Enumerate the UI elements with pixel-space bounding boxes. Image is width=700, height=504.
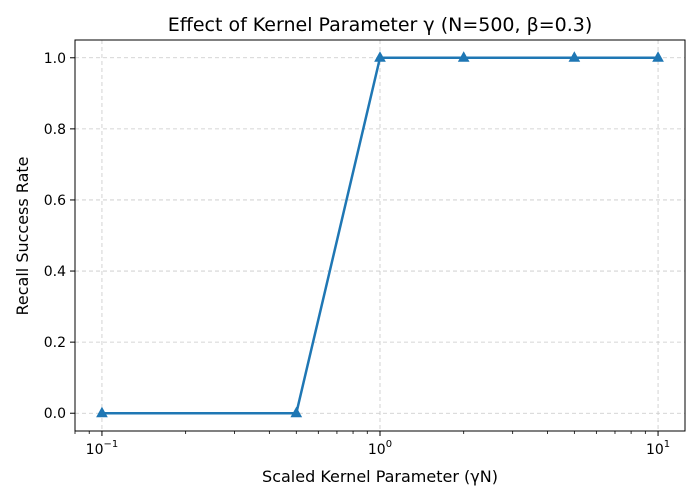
data-point-marker (374, 51, 386, 62)
x-tick-label: 101 (646, 439, 670, 458)
data-point-marker (457, 51, 470, 62)
axes: 10−1 100 101 0.0 0.2 0.4 0.6 0.8 1.0 (44, 39, 686, 458)
grid-lines (75, 40, 685, 431)
data-point-marker (568, 51, 581, 62)
data-point-marker (290, 406, 303, 418)
x-tick-label: 10−1 (86, 439, 119, 458)
data-point-marker (652, 51, 664, 62)
y-axis-label: Recall Success Rate (13, 157, 32, 316)
chart-title: Effect of Kernel Parameter γ (N=500, β=0… (168, 14, 593, 36)
y-tick-label: 1.0 (44, 51, 66, 67)
y-tick-label: 0.8 (44, 122, 66, 138)
series-layer (96, 51, 664, 418)
y-tick-label: 0.6 (44, 193, 66, 209)
y-tick-label: 0.2 (44, 335, 66, 351)
series-line (101, 56, 659, 415)
y-tick-label: 0.0 (44, 406, 66, 422)
x-axis-label: Scaled Kernel Parameter (γN) (262, 467, 498, 486)
data-point-marker (96, 406, 108, 418)
x-tick-label: 100 (368, 439, 392, 458)
y-tick-label: 0.4 (44, 264, 66, 280)
